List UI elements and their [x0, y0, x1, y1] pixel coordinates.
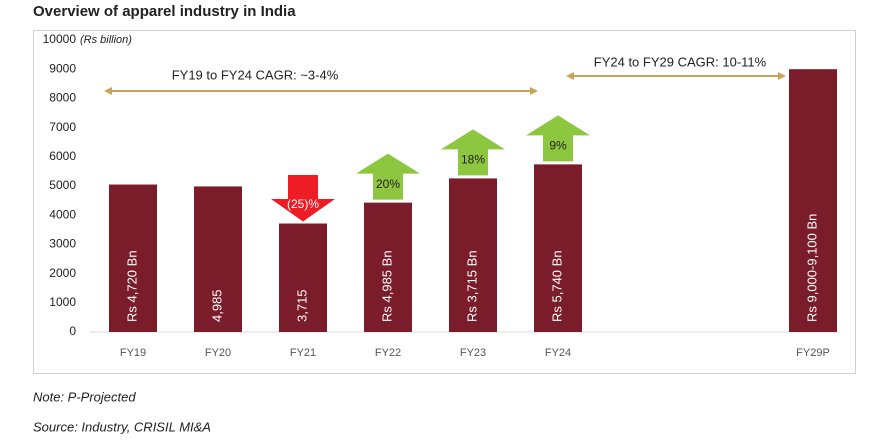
y-tick-label: 2000 — [49, 266, 76, 280]
growth-label: (25)% — [287, 197, 319, 211]
x-tick-label: FY23 — [460, 347, 486, 359]
arrow-head — [566, 72, 574, 80]
x-tick-label: FY21 — [290, 347, 316, 359]
bar — [534, 164, 582, 332]
bar — [109, 184, 157, 332]
bar — [194, 186, 242, 332]
y-tick-label: 1000 — [49, 295, 76, 309]
growth-arrow-up — [356, 153, 420, 200]
bar-text: Rs 9,000-9,100 Bn — [804, 214, 819, 322]
growth-arrow-up — [526, 115, 590, 162]
cagr-annotation: FY19 to FY24 CAGR: ~3-4% — [172, 67, 339, 82]
bar-text: 4,985 — [209, 289, 224, 322]
y-tick-label: 7000 — [49, 120, 76, 134]
bar — [449, 178, 497, 332]
bar-text: Rs 3,715 Bn — [464, 250, 479, 322]
x-tick-label: FY20 — [205, 347, 231, 359]
bar — [279, 223, 327, 332]
x-tick-label: FY29P — [796, 347, 830, 359]
growth-label: 9% — [549, 139, 567, 153]
y-tick-label: 3000 — [49, 237, 76, 251]
x-tick-label: FY22 — [375, 347, 401, 359]
chart-title: Overview of apparel industry in India — [33, 3, 296, 20]
bar-text: Rs 4,720 Bn — [124, 250, 139, 322]
x-tick-label: FY19 — [120, 347, 146, 359]
arrow-head — [778, 72, 786, 80]
bar — [789, 69, 837, 332]
y-tick-label: 5000 — [49, 178, 76, 192]
bar-text: Rs 4,985 Bn — [379, 250, 394, 322]
y-tick-label: 6000 — [49, 149, 76, 163]
unit-label: (Rs billion) — [80, 34, 132, 46]
bar-text: 3,715 — [294, 289, 309, 322]
growth-arrow-down — [271, 175, 335, 222]
cagr-annotation: FY24 to FY29 CAGR: 10-11% — [594, 54, 767, 69]
growth-arrow-up — [441, 129, 505, 176]
source: Source: Industry, CRISIL MI&A — [33, 419, 211, 434]
growth-label: 18% — [461, 153, 485, 167]
chart-frame — [33, 30, 856, 374]
arrow-head — [104, 87, 112, 95]
y-tick-label: 9000 — [49, 61, 76, 75]
growth-label: 20% — [376, 177, 400, 191]
y-tick-label: 10000 — [43, 32, 77, 46]
x-tick-label: FY24 — [545, 347, 571, 359]
y-tick-label: 4000 — [49, 207, 76, 221]
bar — [364, 202, 412, 332]
arrow-head — [530, 87, 538, 95]
bar-text: Rs 5,740 Bn — [549, 250, 564, 322]
note: Note: P-Projected — [33, 389, 136, 404]
y-tick-label: 0 — [69, 324, 76, 338]
y-tick-label: 8000 — [49, 91, 76, 105]
